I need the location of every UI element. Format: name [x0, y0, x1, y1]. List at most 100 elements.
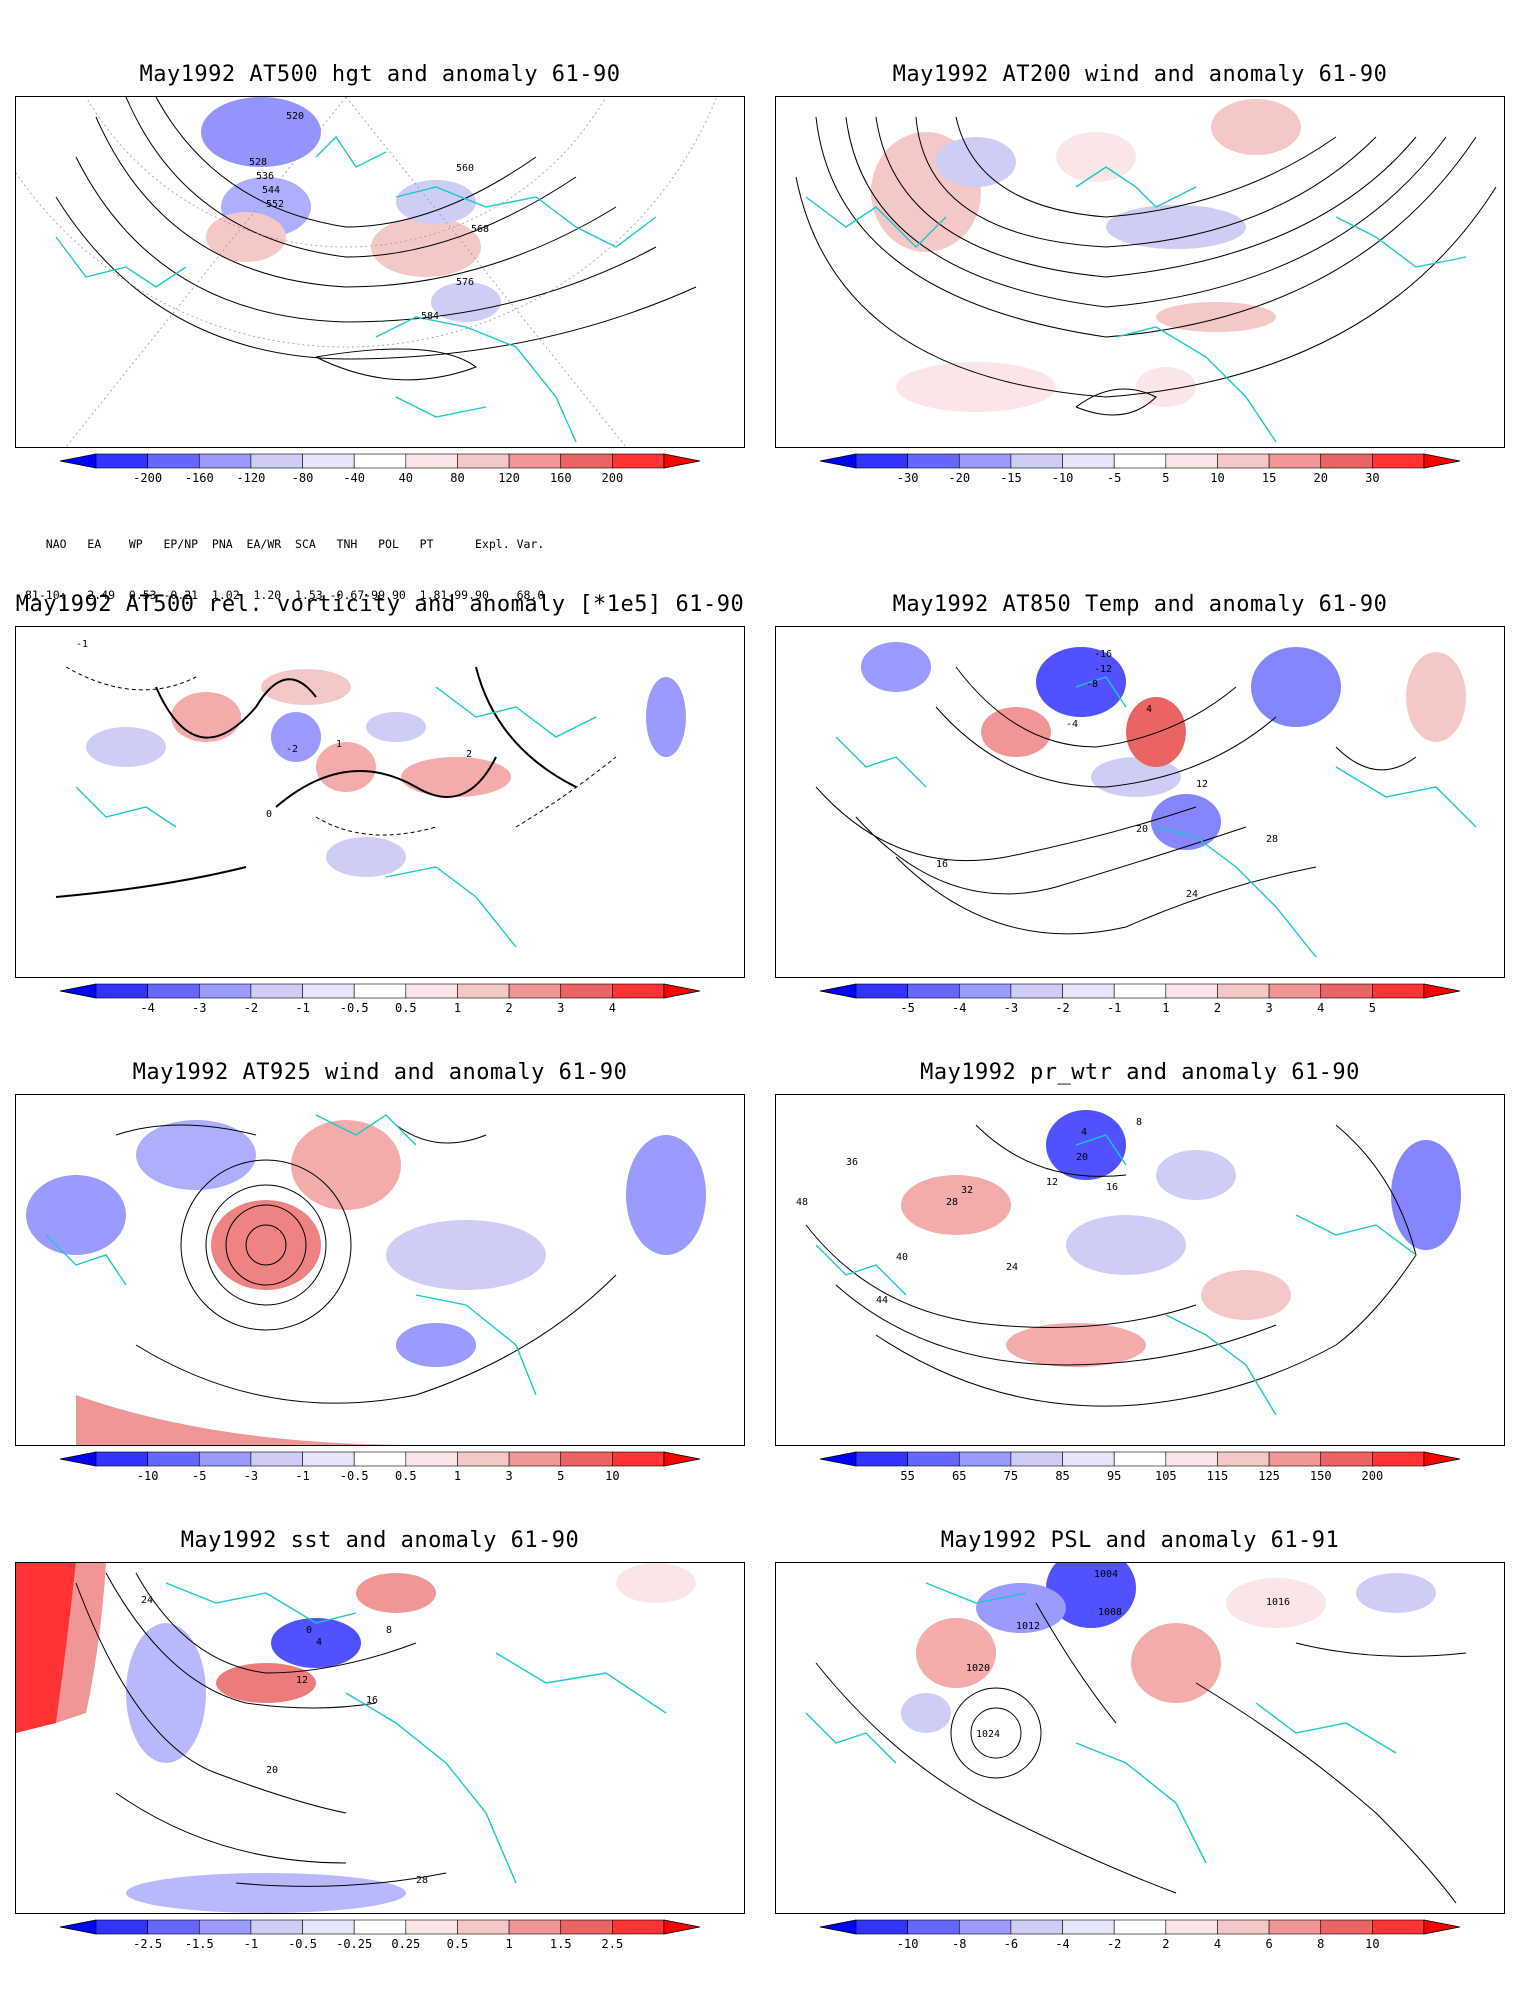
contour-label: 40 — [896, 1252, 908, 1263]
colorbar-bin — [1113, 453, 1167, 469]
colorbar-tick-label: 1 — [505, 1937, 512, 1951]
panel-title: May1992 AT200 wind and anomaly 61-90 — [892, 62, 1388, 87]
contour-label: -1 — [76, 639, 88, 650]
colorbar-bin — [1268, 1919, 1322, 1935]
colorbar-tick-label: 95 — [1107, 1469, 1121, 1483]
colorbar-bin — [353, 1451, 407, 1467]
contour-label: 1016 — [1266, 1597, 1290, 1608]
colorbar-bin — [855, 983, 908, 999]
colorbar-bin — [353, 453, 407, 469]
colorbar-bin — [147, 1451, 200, 1467]
colorbar-tick-label: 200 — [602, 471, 624, 485]
colorbar-bin — [560, 983, 613, 999]
contour-label: 584 — [421, 311, 439, 322]
contour-label: 1008 — [1098, 1607, 1122, 1618]
colorbar-tick-label: -2.5 — [133, 1937, 162, 1951]
colorbar-bin — [508, 983, 562, 999]
panel-at850-temp: May1992 AT850 Temp and anomaly 61-90 — [775, 592, 1505, 1072]
colorbar-bin — [405, 1451, 458, 1467]
contour-label: 16 — [366, 1695, 378, 1706]
colorbar-tick-label: -8 — [952, 1937, 966, 1951]
colorbar-bin — [958, 983, 1012, 999]
map-sst: 0 4 8 12 16 20 24 28 — [15, 1562, 745, 1914]
colorbar-bin — [302, 983, 355, 999]
colorbar-tick-label: -120 — [236, 471, 265, 485]
colorbar-tick-label: -1 — [295, 1001, 309, 1015]
teleconnection-header: NAO EA WP EP/NP PNA EA/WR SCA TNH POL PT… — [25, 537, 545, 551]
colorbar-bin — [1217, 453, 1270, 469]
contour-label: -2 — [286, 744, 298, 755]
colorbar-svg: -30 -20 -15 -10 -5 5 10 15 20 30 — [819, 453, 1461, 485]
colorbar-tick-label: -3 — [1004, 1001, 1018, 1015]
colorbar: -10 -5 -3 -1 -0.5 0.5 1 3 5 10 — [59, 1451, 701, 1508]
colorbar-tick-label: 5 — [557, 1469, 564, 1483]
contour-label: 8 — [386, 1625, 392, 1636]
colorbar-bin — [147, 983, 200, 999]
colorbar-tick-label: 115 — [1207, 1469, 1229, 1483]
map-canvas — [795, 99, 1497, 443]
colorbar-tick-label: 85 — [1055, 1469, 1069, 1483]
colorbar-svg: -10 -8 -6 -4 -2 2 4 6 8 10 — [819, 1919, 1461, 1951]
panel-at200-wind: May1992 AT200 wind and anomaly 61-90 — [775, 62, 1505, 542]
colorbar-bin — [198, 1919, 252, 1935]
colorbar-bin — [907, 983, 960, 999]
colorbar: -200 -160 -120 -80 -40 40 80 120 160 200 — [59, 453, 701, 510]
colorbar: -5 -4 -3 -2 -1 1 2 3 4 5 — [819, 983, 1461, 1040]
colorbar-tick-label: 40 — [399, 471, 413, 485]
colorbar-bin — [457, 1919, 510, 1935]
map-canvas: 4 8 12 16 20 24 28 32 36 40 44 48 — [796, 1110, 1461, 1416]
colorbar-bin — [958, 453, 1012, 469]
colorbar-bin — [1372, 1451, 1425, 1467]
colorbar-bin — [1320, 1919, 1373, 1935]
contour-label: 536 — [256, 171, 274, 182]
contour-label: 1 — [336, 739, 342, 750]
colorbar-bin — [1010, 1451, 1063, 1467]
colorbar-tick-label: -2 — [1055, 1001, 1069, 1015]
contour-label: 568 — [471, 224, 489, 235]
colorbar-tick-label: 0.5 — [395, 1469, 417, 1483]
colorbar-tick-label: 30 — [1365, 471, 1379, 485]
colorbar-tick-label: -4 — [140, 1001, 154, 1015]
map-canvas: 0 4 8 12 16 20 24 28 — [16, 1563, 696, 1913]
colorbar: 55 65 75 85 95 105 115 125 150 200 — [819, 1451, 1461, 1508]
colorbar-bin — [508, 1451, 562, 1467]
contour-label: 20 — [1076, 1152, 1088, 1163]
map-canvas: 1004 1008 1012 1016 1020 1024 — [805, 1563, 1467, 1904]
panel-sst: May1992 sst and anomaly 61-90 — [15, 1528, 745, 2008]
colorbar-bin — [1062, 453, 1115, 469]
colorbar-bin — [1372, 453, 1425, 469]
colorbar-tick-label: -5 — [900, 1001, 914, 1015]
colorbar-arrow-high — [1423, 1451, 1461, 1467]
colorbar-tick-label: -40 — [343, 471, 365, 485]
colorbar-bin — [612, 983, 665, 999]
contour-label: 1004 — [1094, 1569, 1118, 1580]
colorbar-bin — [95, 1919, 148, 1935]
colorbar-tick-label: 55 — [900, 1469, 914, 1483]
contour-label: 8 — [1136, 1117, 1142, 1128]
colorbar-arrow-low — [819, 1919, 857, 1935]
contour-label: 36 — [846, 1157, 858, 1168]
colorbar-tick-label: 8 — [1317, 1937, 1324, 1951]
colorbar-bin — [457, 983, 510, 999]
panel-title: May1992 AT500 hgt and anomaly 61-90 — [139, 62, 621, 87]
colorbar-bin — [907, 453, 960, 469]
map-canvas — [26, 1114, 706, 1445]
colorbar-arrow-low — [59, 983, 97, 999]
colorbar-bin — [1217, 1919, 1270, 1935]
colorbar-tick-label: -2 — [244, 1001, 258, 1015]
contour-label: 2 — [466, 749, 472, 760]
contour-label: 20 — [266, 1765, 278, 1776]
contour-label: -12 — [1094, 664, 1112, 675]
colorbar-tick-label: -5 — [192, 1469, 206, 1483]
colorbar-bin — [405, 453, 458, 469]
colorbar: -10 -8 -6 -4 -2 2 4 6 8 10 — [819, 1919, 1461, 1976]
colorbar-tick-label: 10 — [1210, 471, 1224, 485]
contour-label: 0 — [266, 809, 272, 820]
colorbar-tick-label: 10 — [605, 1469, 619, 1483]
colorbar-bin — [147, 1919, 200, 1935]
colorbar-tick-label: 200 — [1362, 1469, 1384, 1483]
colorbar-tick-label: -3 — [192, 1001, 206, 1015]
colorbar-tick-label: 3 — [1265, 1001, 1272, 1015]
colorbar: -4 -3 -2 -1 -0.5 0.5 1 2 3 4 — [59, 983, 701, 1040]
colorbar-bin — [1268, 983, 1322, 999]
